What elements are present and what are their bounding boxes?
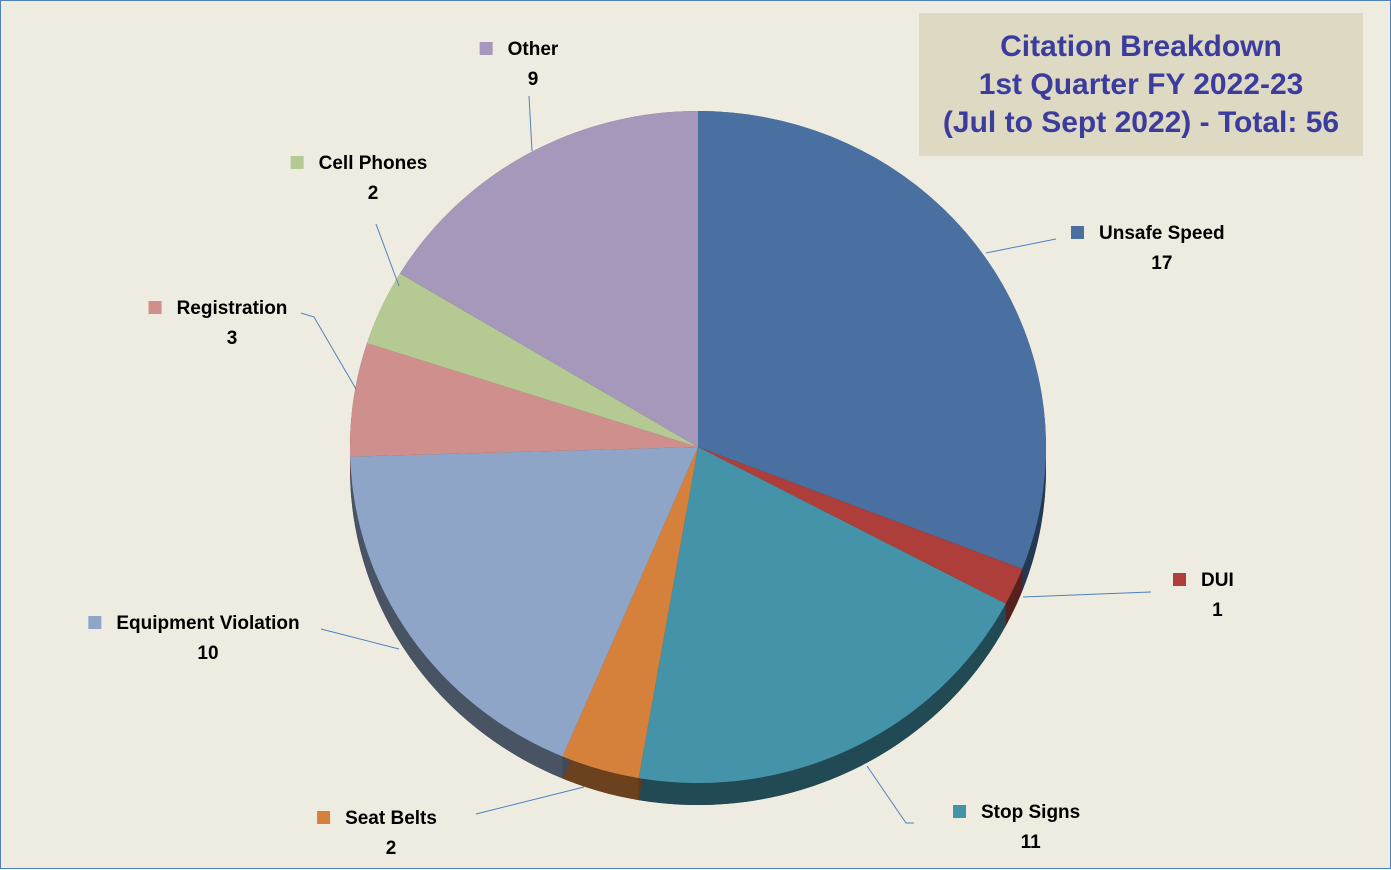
legend-swatch-other: [479, 42, 493, 55]
label-name-stop-signs: Stop Signs: [981, 802, 1080, 823]
chart-title-line-3: (Jul to Sept 2022) - Total: 56: [942, 105, 1340, 139]
leader-line-unsafe-speed: [985, 238, 1057, 254]
pie-slice-side-equipment-violation: [350, 456, 563, 779]
legend-swatch-registration: [148, 301, 162, 314]
pie-slice-equipment-violation: [350, 447, 698, 757]
leader-line-stop-signs: [866, 765, 914, 824]
pie-slice-cell-phones: [367, 273, 698, 447]
label-name-dui: DUI: [1201, 570, 1234, 591]
label-value-seat-belts: 2: [386, 838, 397, 859]
label-value-registration: 3: [227, 328, 238, 349]
pie-slice-other: [399, 111, 698, 447]
chart-title-line-1: Citation Breakdown: [1000, 29, 1282, 63]
legend-swatch-stop-signs: [953, 805, 966, 818]
label-value-equipment-violation: 10: [197, 643, 218, 664]
legend-swatch-dui: [1173, 573, 1186, 586]
chart-title-box: Citation Breakdown 1st Quarter FY 2022-2…: [919, 13, 1363, 156]
pie-slice-unsafe-speed: [698, 111, 1046, 569]
leader-line-other: [528, 95, 533, 152]
label-name-other: Other: [508, 39, 559, 60]
label-value-cell-phones: 2: [368, 183, 379, 204]
pie-slice-side-seat-belts: [562, 756, 639, 801]
pie-slice-side-dui: [1005, 568, 1023, 626]
pie-slice-side-stop-signs: [638, 603, 1006, 805]
label-name-equipment-violation: Equipment Violation: [116, 613, 299, 634]
leader-line-registration: [300, 312, 357, 390]
leader-line-equipment-violation: [320, 628, 400, 650]
pie-slices: [350, 111, 1046, 783]
pie-slice-seat-belts: [562, 447, 698, 779]
label-name-registration: Registration: [177, 298, 288, 319]
slice-labels: Unsafe Speed 17 DUI 1 Stop Signs 11 Seat Belts…: [88, 39, 1234, 859]
leader-lines: [300, 95, 1152, 824]
label-name-unsafe-speed: Unsafe Speed: [1099, 223, 1225, 244]
pie-slice-dui: [698, 447, 1023, 604]
chart-title-line-2: 1st Quarter FY 2022-23: [978, 67, 1304, 101]
label-value-dui: 1: [1212, 600, 1223, 621]
pie-slice-stop-signs: [638, 447, 1006, 783]
label-name-seat-belts: Seat Belts: [345, 808, 437, 829]
label-value-stop-signs: 11: [1021, 832, 1042, 853]
label-value-other: 9: [528, 69, 539, 90]
label-name-cell-phones: Cell Phones: [319, 153, 428, 174]
label-value-unsafe-speed: 17: [1151, 253, 1172, 274]
legend-swatch-cell-phones: [290, 156, 304, 169]
leader-line-cell-phones: [375, 223, 400, 287]
leader-line-dui: [1022, 591, 1152, 598]
legend-swatch-seat-belts: [317, 811, 331, 824]
leader-line-seat-belts: [475, 786, 585, 815]
legend-swatch-unsafe-speed: [1071, 226, 1084, 239]
pie-slice-registration: [350, 343, 698, 457]
legend-swatch-equipment-violation: [88, 616, 102, 629]
